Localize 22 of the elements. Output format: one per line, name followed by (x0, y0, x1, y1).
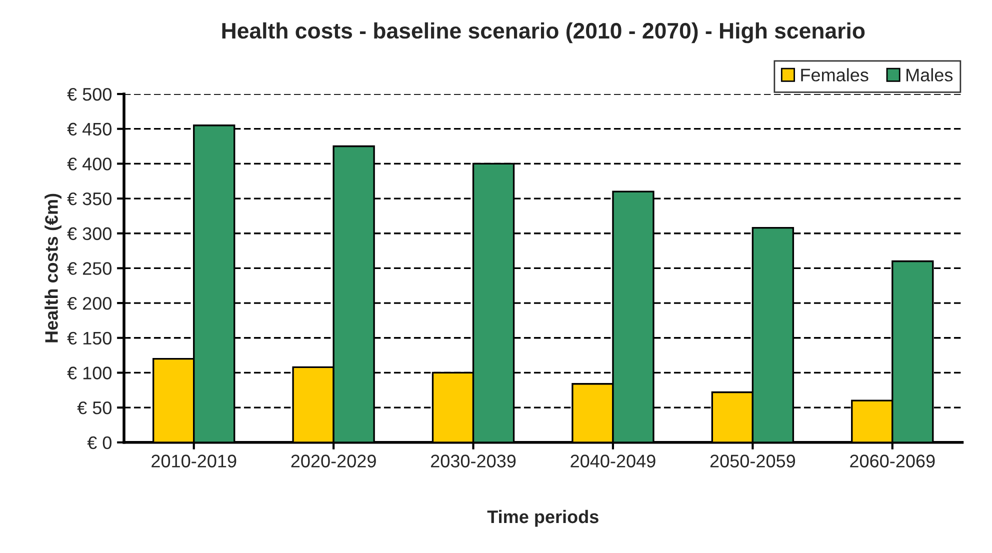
legend-label: Males (906, 68, 953, 82)
legend-label: Females (801, 68, 868, 82)
y-tick-label: € 200 (67, 296, 112, 310)
x-tick-label: 2010-2019 (152, 454, 236, 468)
x-axis-title: Time periods (487, 510, 598, 527)
chart-title: Health costs - baseline scenario (2010 - 2070) - High scenario (222, 22, 865, 44)
y-tick-label: € 0 (87, 436, 112, 450)
y-tick-label: € 450 (67, 122, 112, 136)
y-tick-label: € 100 (67, 366, 112, 380)
y-tick-label: € 400 (67, 158, 112, 170)
x-tick-label: 2030-2039 (431, 454, 516, 468)
y-tick-label: € 50 (77, 401, 112, 414)
x-tick-label: 2050-2059 (710, 454, 795, 468)
y-tick-label: € 500 (67, 88, 112, 101)
y-axis-title: Health costs (€m) (44, 194, 62, 342)
y-tick-label: € 300 (67, 227, 112, 240)
x-tick-label: 2060-2069 (850, 454, 935, 468)
y-tick-label: € 150 (67, 332, 112, 345)
x-tick-label: 2040-2049 (570, 454, 656, 468)
y-tick-label: € 250 (67, 262, 112, 275)
y-tick-label: € 350 (67, 192, 112, 206)
x-tick-label: 2020-2029 (291, 454, 376, 468)
